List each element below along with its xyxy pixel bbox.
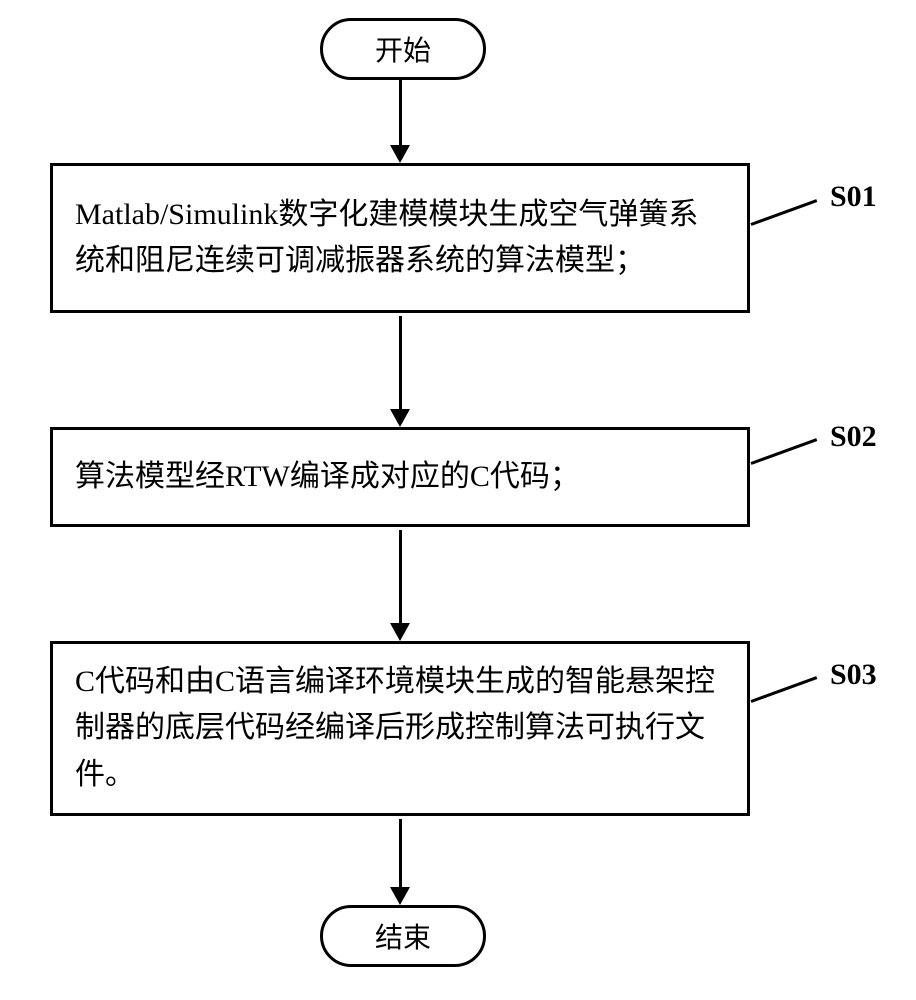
- label-s03: S03: [830, 658, 877, 692]
- leader-line-s03: [750, 676, 817, 703]
- arrow-start-s01: [399, 77, 402, 147]
- start-terminal: 开始: [320, 18, 486, 80]
- label-s01: S01: [830, 180, 877, 214]
- arrow-head-3: [390, 623, 410, 641]
- process-s03-text: C代码和由C语言编译环境模块生成的智能悬架控制器的底层代码经编译后形成控制算法可…: [75, 659, 725, 799]
- arrow-s01-s02: [399, 316, 402, 411]
- arrow-head-4: [390, 887, 410, 905]
- leader-line-s01: [750, 199, 817, 226]
- arrow-s03-end: [399, 819, 402, 889]
- process-s02-text: 算法模型经RTW编译成对应的C代码；: [75, 454, 580, 501]
- end-label: 结束: [375, 916, 431, 956]
- process-s03: C代码和由C语言编译环境模块生成的智能悬架控制器的底层代码经编译后形成控制算法可…: [50, 641, 750, 816]
- arrow-s02-s03: [399, 530, 402, 625]
- end-terminal: 结束: [320, 905, 486, 967]
- arrow-head-2: [390, 409, 410, 427]
- process-s01-text: Matlab/Simulink数字化建模模块生成空气弹簧系统和阻尼连续可调减振器…: [75, 192, 725, 285]
- leader-line-s02: [750, 438, 817, 465]
- process-s02: 算法模型经RTW编译成对应的C代码；: [50, 427, 750, 527]
- arrow-head-1: [390, 145, 410, 163]
- label-s02: S02: [830, 420, 877, 454]
- process-s01: Matlab/Simulink数字化建模模块生成空气弹簧系统和阻尼连续可调减振器…: [50, 163, 750, 313]
- flowchart-canvas: 开始 Matlab/Simulink数字化建模模块生成空气弹簧系统和阻尼连续可调…: [0, 0, 916, 1000]
- start-label: 开始: [375, 29, 431, 69]
